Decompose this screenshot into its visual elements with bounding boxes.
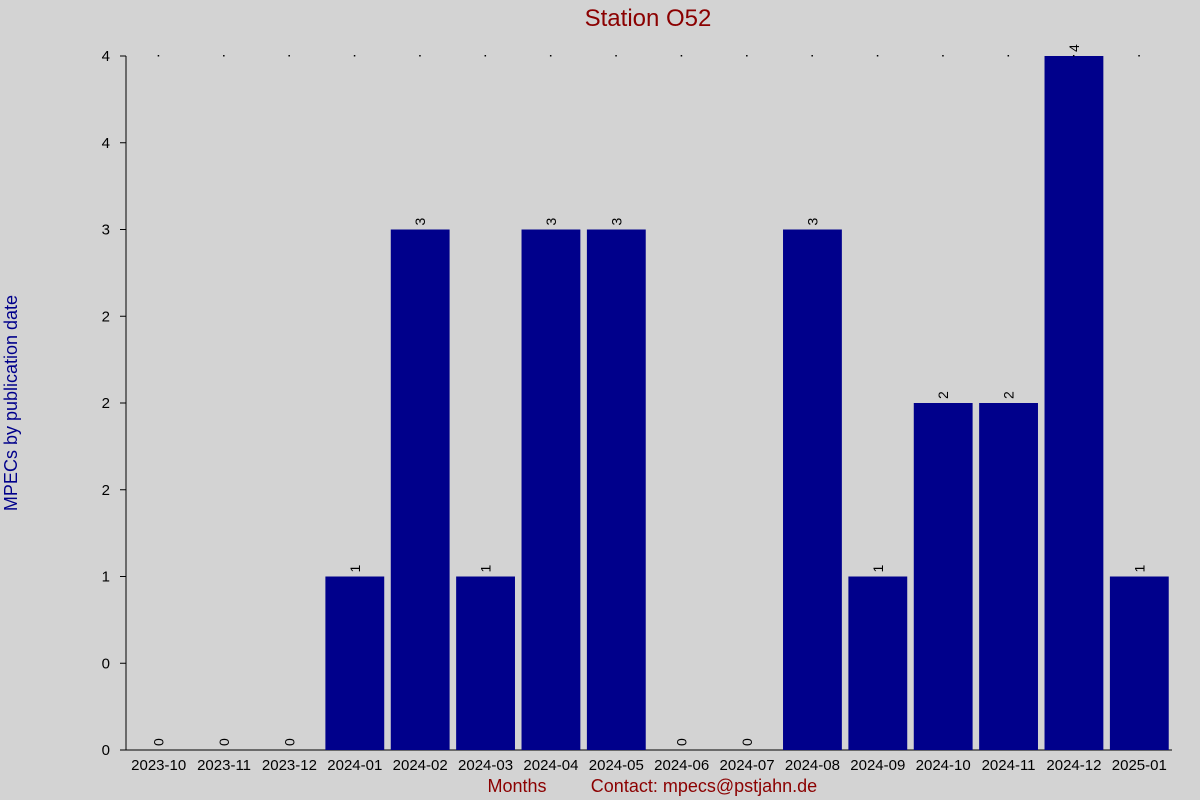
top-dot	[615, 55, 617, 57]
y-tick-label: 4	[102, 48, 110, 65]
top-dot	[1007, 55, 1010, 57]
top-dot	[811, 55, 813, 57]
bar	[325, 576, 385, 750]
top-dot	[288, 55, 290, 57]
x-tick-label: 2024-02	[393, 757, 448, 774]
bar-value-label: 2	[935, 391, 951, 399]
bar-value-label: 3	[608, 218, 624, 226]
bar-value-label: 2	[1001, 391, 1017, 399]
bar-value-label: 0	[674, 738, 690, 746]
chart-title: Station O52	[585, 5, 712, 32]
top-dot	[1138, 55, 1140, 57]
top-dot	[680, 55, 683, 57]
top-dot	[157, 55, 160, 57]
top-dot	[876, 55, 879, 57]
bar-value-label: 1	[347, 565, 363, 573]
bar-value-label: 3	[412, 218, 428, 226]
bar	[1044, 56, 1104, 750]
contact-text: Contact: mpecs@pstjahn.de	[591, 776, 817, 796]
x-tick-label: 2024-12	[1046, 757, 1101, 774]
bar	[979, 403, 1038, 750]
x-tick-label: 2023-10	[131, 757, 186, 774]
x-tick-label: 2024-06	[654, 757, 709, 774]
x-tick-label: 2024-11	[982, 757, 1036, 774]
top-dot	[1072, 55, 1075, 57]
x-tick-label: 2024-04	[523, 757, 578, 774]
x-axis-label: Months	[487, 776, 546, 796]
bar	[783, 229, 842, 750]
bar-value-label: 0	[151, 738, 167, 746]
top-dot	[419, 55, 421, 57]
y-tick-label: 0	[102, 655, 110, 672]
x-tick-label: 2024-03	[458, 757, 513, 774]
x-tick-label: 2024-01	[327, 757, 382, 774]
y-tick-label: 4	[102, 135, 110, 152]
top-dot	[549, 55, 552, 57]
y-tick-label: 1	[102, 569, 110, 586]
x-tick-label: 2025-01	[1112, 757, 1167, 774]
x-tick-label: 2024-10	[916, 757, 971, 774]
top-dot	[223, 55, 225, 57]
x-tick-label: 2023-12	[262, 757, 317, 774]
bar-value-label: 0	[281, 738, 297, 746]
x-tick-label: 2023-11	[197, 757, 251, 774]
top-dot	[942, 55, 944, 57]
bar-value-label: 1	[870, 565, 886, 573]
top-dot	[484, 55, 487, 57]
y-tick-label: 2	[102, 395, 110, 412]
bar-value-label: 3	[804, 218, 820, 226]
bar	[390, 229, 450, 750]
bar	[913, 403, 973, 750]
bar-value-label: 4	[1066, 44, 1082, 52]
x-tick-label: 2024-09	[850, 757, 905, 774]
bar-value-label: 1	[478, 565, 494, 573]
bar-value-label: 0	[216, 738, 232, 746]
y-axis-label: MPECs by publication date	[1, 295, 21, 511]
top-dot	[746, 55, 748, 57]
bar	[586, 229, 646, 750]
x-tick-label: 2024-07	[720, 757, 775, 774]
plot-area: 0 0 1 2 2 2 3 4 4 0 2023-10 0 2023-11 0 2023-12 1 2024-0…	[102, 44, 1172, 774]
bar-value-label: 1	[1131, 565, 1147, 573]
bar	[456, 576, 515, 750]
bar	[1109, 576, 1169, 750]
bar-value-label: 3	[543, 218, 559, 226]
bar	[521, 229, 581, 750]
bar-value-label: 0	[739, 738, 755, 746]
y-tick-label: 2	[102, 308, 110, 325]
x-tick-label: 2024-05	[589, 757, 644, 774]
y-tick-label: 0	[102, 742, 110, 759]
x-tick-label: 2024-08	[785, 757, 840, 774]
bar	[848, 576, 908, 750]
y-tick-label: 3	[102, 222, 110, 239]
y-tick-label: 2	[102, 482, 110, 499]
top-dot	[353, 55, 356, 57]
